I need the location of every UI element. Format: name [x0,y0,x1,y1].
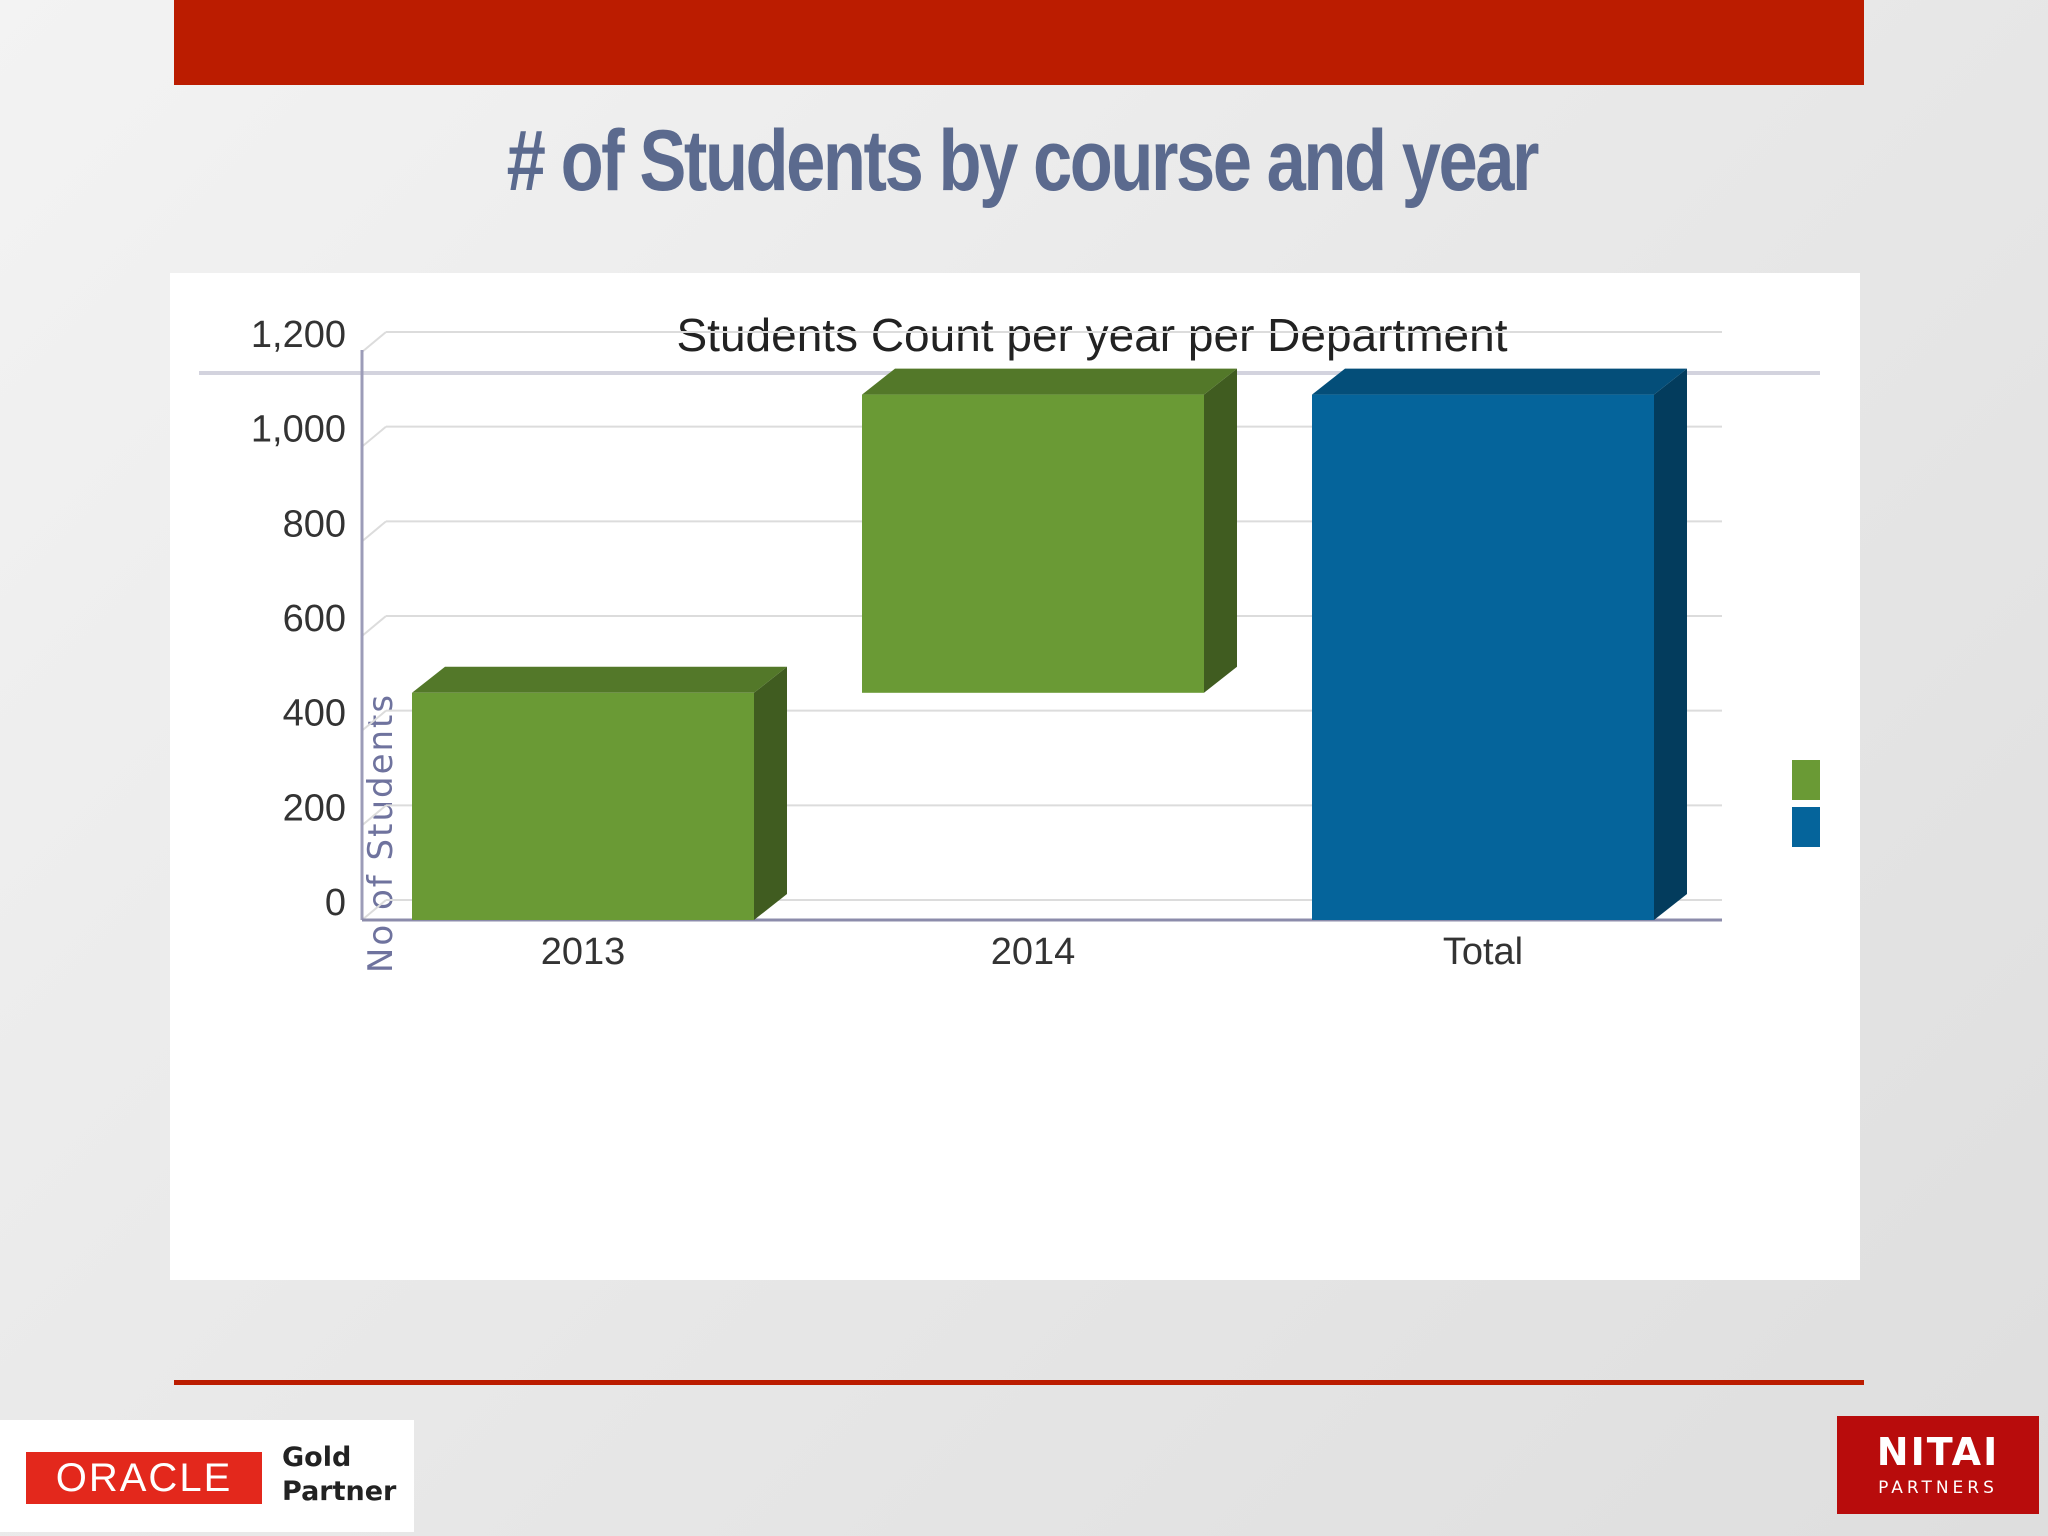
gridline-depth [361,331,387,353]
gridline-depth [361,425,387,448]
y-tick-label: 600 [283,598,346,640]
oracle-gold-label: Gold [282,1442,352,1473]
y-axis-title: No of Students [361,693,401,973]
nitai-partners-logo: NITAI PARTNERS [1837,1416,2039,1514]
x-tick-label: 2014 [991,931,1076,973]
bar-front-face [862,394,1204,693]
bar-top-face [862,368,1237,395]
bar-side-face [754,666,787,920]
y-tick-label: 1,000 [251,409,346,451]
legend-swatch [1792,760,1820,800]
x-tick-label: Total [1443,931,1523,973]
bar-front-face [412,692,754,920]
gridline-depth [361,709,387,732]
oracle-wordmark: ORACLE [55,1456,233,1500]
gridline-depth [361,615,387,637]
bar-top-face [412,666,787,693]
y-tick-label: 1,200 [251,314,346,356]
y-tick-label: 400 [283,693,346,735]
oracle-gold-partner-logo: ORACLE Gold Partner [0,1420,414,1532]
nitai-name: NITAI [1876,1430,2000,1474]
y-tick-label: 0 [325,882,346,924]
bottom-accent-rule [174,1380,1864,1385]
bar-2014 [862,368,1237,693]
gridline-depth [361,520,387,543]
gridline-depth [361,899,387,921]
waterfall-chart: Students Count per year per Department N… [199,309,1820,973]
bars [412,368,1687,921]
y-tick-label: 200 [283,787,346,829]
bar-top-face [1312,368,1687,395]
x-tick-label: 2013 [541,931,626,973]
chart-title: Students Count per year per Department [676,309,1507,361]
nitai-sub: PARTNERS [1878,1478,1998,1498]
legend [1792,760,1820,847]
bar-2013 [412,666,787,920]
top-accent-bar [174,0,1864,85]
oracle-wordmark-box: ORACLE [26,1452,262,1504]
gridline-depth [361,804,387,827]
page-title: # of Students by course and year [506,113,1540,209]
chart-panel: Students Count per year per Department N… [170,273,1860,1280]
bar-total [1312,368,1687,921]
bar-front-face [1312,394,1654,921]
oracle-partner-label: Partner [282,1476,397,1507]
bar-side-face [1204,368,1237,693]
legend-swatch [1792,807,1820,847]
y-tick-label: 800 [283,503,346,545]
bar-side-face [1654,368,1687,921]
tick-labels: 0 200 400 600 800 1,000 1,200 2013 2014 Total [251,314,1523,973]
